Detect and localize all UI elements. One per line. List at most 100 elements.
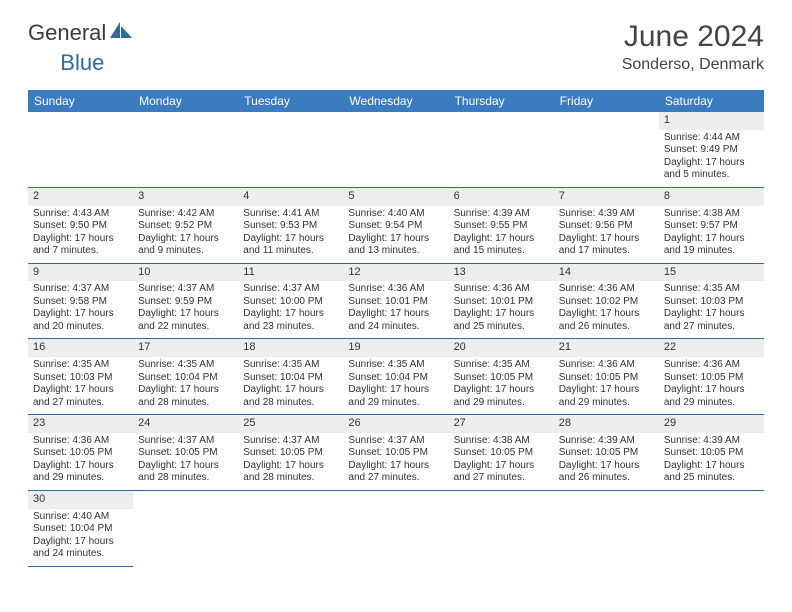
sunset-text: Sunset: 10:02 PM bbox=[559, 296, 654, 309]
sunrise-text: Sunrise: 4:35 AM bbox=[138, 359, 233, 372]
day-number: 14 bbox=[554, 264, 659, 282]
sunrise-text: Sunrise: 4:37 AM bbox=[33, 283, 128, 296]
calendar-cell: 20Sunrise: 4:35 AMSunset: 10:05 PMDaylig… bbox=[449, 339, 554, 415]
day-number: 28 bbox=[554, 415, 659, 433]
month-title: June 2024 bbox=[622, 20, 764, 54]
daylight-text: and 26 minutes. bbox=[559, 321, 654, 334]
calendar-cell bbox=[449, 112, 554, 187]
calendar-cell bbox=[133, 490, 238, 566]
daylight-text: and 25 minutes. bbox=[454, 321, 549, 334]
daylight-text: Daylight: 17 hours bbox=[454, 233, 549, 246]
calendar-cell: 15Sunrise: 4:35 AMSunset: 10:03 PMDaylig… bbox=[659, 263, 764, 339]
calendar-cell: 14Sunrise: 4:36 AMSunset: 10:02 PMDaylig… bbox=[554, 263, 659, 339]
calendar-cell: 21Sunrise: 4:36 AMSunset: 10:05 PMDaylig… bbox=[554, 339, 659, 415]
sunset-text: Sunset: 9:49 PM bbox=[664, 144, 759, 157]
calendar-cell: 4Sunrise: 4:41 AMSunset: 9:53 PMDaylight… bbox=[238, 187, 343, 263]
calendar-cell: 25Sunrise: 4:37 AMSunset: 10:05 PMDaylig… bbox=[238, 415, 343, 491]
brand-logo: General bbox=[28, 20, 134, 46]
day-header: Tuesday bbox=[238, 90, 343, 112]
sunrise-text: Sunrise: 4:39 AM bbox=[664, 435, 759, 448]
calendar-table: SundayMondayTuesdayWednesdayThursdayFrid… bbox=[28, 90, 764, 567]
calendar-week: 16 Sunrise: 4:35 AM Sunset: 10:03 PM Daylig… bbox=[28, 339, 764, 415]
calendar-cell: 8Sunrise: 4:38 AMSunset: 9:57 PMDaylight… bbox=[659, 187, 764, 263]
day-number: 13 bbox=[449, 264, 554, 282]
sunrise-text: Sunrise: 4:41 AM bbox=[243, 208, 338, 221]
calendar-cell: 1Sunrise: 4:44 AMSunset: 9:49 PMDaylight… bbox=[659, 112, 764, 187]
day-number: 7 bbox=[554, 188, 659, 206]
day-number: 21 bbox=[554, 339, 659, 357]
daylight-text: Daylight: 17 hours bbox=[138, 460, 233, 473]
daylight-text: Daylight: 17 hours bbox=[138, 233, 233, 246]
sunrise-text: Sunrise: 4:37 AM bbox=[243, 283, 338, 296]
day-number: 19 bbox=[343, 339, 448, 357]
calendar-cell: 3Sunrise: 4:42 AMSunset: 9:52 PMDaylight… bbox=[133, 187, 238, 263]
sunrise-text: Sunrise: 4:36 AM bbox=[664, 359, 759, 372]
calendar-cell: 27Sunrise: 4:38 AMSunset: 10:05 PMDaylig… bbox=[449, 415, 554, 491]
daylight-text: and 29 minutes. bbox=[559, 397, 654, 410]
calendar-cell: 12Sunrise: 4:36 AMSunset: 10:01 PMDaylig… bbox=[343, 263, 448, 339]
daylight-text: and 5 minutes. bbox=[664, 169, 759, 182]
daylight-text: and 24 minutes. bbox=[348, 321, 443, 334]
calendar-body: 1Sunrise: 4:44 AMSunset: 9:49 PMDaylight… bbox=[28, 112, 764, 566]
day-number: 9 bbox=[28, 264, 133, 282]
calendar-week: 2Sunrise: 4:43 AMSunset: 9:50 PMDaylight… bbox=[28, 187, 764, 263]
daylight-text: and 28 minutes. bbox=[138, 397, 233, 410]
daylight-text: Daylight: 17 hours bbox=[33, 536, 128, 549]
sunset-text: Sunset: 10:03 PM bbox=[33, 372, 128, 385]
day-number: 1 bbox=[659, 112, 764, 130]
sunrise-text: Sunrise: 4:39 AM bbox=[454, 208, 549, 221]
sunrise-text: Sunrise: 4:35 AM bbox=[454, 359, 549, 372]
daylight-text: and 11 minutes. bbox=[243, 245, 338, 258]
sunrise-text: Sunrise: 4:40 AM bbox=[33, 511, 128, 524]
day-number: 25 bbox=[238, 415, 343, 433]
sunrise-text: Sunrise: 4:42 AM bbox=[138, 208, 233, 221]
sunrise-text: Sunrise: 4:39 AM bbox=[559, 208, 654, 221]
daylight-text: and 17 minutes. bbox=[559, 245, 654, 258]
day-number: 30 bbox=[28, 491, 133, 509]
day-number: 5 bbox=[343, 188, 448, 206]
daylight-text: and 22 minutes. bbox=[138, 321, 233, 334]
calendar-cell: 30 Sunrise: 4:40 AMSunset: 10:04 PMDaylig… bbox=[28, 490, 133, 566]
daylight-text: Daylight: 17 hours bbox=[664, 157, 759, 170]
day-header: Saturday bbox=[659, 90, 764, 112]
daylight-text: and 15 minutes. bbox=[454, 245, 549, 258]
sunset-text: Sunset: 9:56 PM bbox=[559, 220, 654, 233]
calendar-week: 9Sunrise: 4:37 AMSunset: 9:58 PMDaylight… bbox=[28, 263, 764, 339]
daylight-text: and 29 minutes. bbox=[664, 397, 759, 410]
daylight-text: Daylight: 17 hours bbox=[454, 384, 549, 397]
day-number: 8 bbox=[659, 188, 764, 206]
calendar-cell: 5Sunrise: 4:40 AMSunset: 9:54 PMDaylight… bbox=[343, 187, 448, 263]
day-number: 15 bbox=[659, 264, 764, 282]
day-number: 16 bbox=[28, 339, 133, 357]
sunset-text: Sunset: 9:55 PM bbox=[454, 220, 549, 233]
day-number: 10 bbox=[133, 264, 238, 282]
calendar-cell: 2Sunrise: 4:43 AMSunset: 9:50 PMDaylight… bbox=[28, 187, 133, 263]
sunset-text: Sunset: 9:52 PM bbox=[138, 220, 233, 233]
daylight-text: Daylight: 17 hours bbox=[454, 308, 549, 321]
sunset-text: Sunset: 10:05 PM bbox=[454, 447, 549, 460]
daylight-text: and 13 minutes. bbox=[348, 245, 443, 258]
daylight-text: and 28 minutes. bbox=[243, 472, 338, 485]
daylight-text: and 25 minutes. bbox=[664, 472, 759, 485]
sunrise-text: Sunrise: 4:35 AM bbox=[664, 283, 759, 296]
daylight-text: and 29 minutes. bbox=[348, 397, 443, 410]
sunrise-text: Sunrise: 4:37 AM bbox=[138, 435, 233, 448]
daylight-text: Daylight: 17 hours bbox=[348, 233, 443, 246]
sunset-text: Sunset: 10:04 PM bbox=[33, 523, 128, 536]
daylight-text: and 20 minutes. bbox=[33, 321, 128, 334]
calendar-cell bbox=[343, 112, 448, 187]
daylight-text: Daylight: 17 hours bbox=[243, 460, 338, 473]
sunset-text: Sunset: 10:04 PM bbox=[348, 372, 443, 385]
calendar-cell bbox=[449, 490, 554, 566]
sunset-text: Sunset: 9:57 PM bbox=[664, 220, 759, 233]
day-header: Sunday bbox=[28, 90, 133, 112]
sunrise-text: Sunrise: 4:36 AM bbox=[348, 283, 443, 296]
sunrise-text: Sunrise: 4:43 AM bbox=[33, 208, 128, 221]
sunrise-text: Sunrise: 4:36 AM bbox=[33, 435, 128, 448]
day-number: 17 bbox=[133, 339, 238, 357]
daylight-text: and 23 minutes. bbox=[243, 321, 338, 334]
daylight-text: and 28 minutes. bbox=[138, 472, 233, 485]
calendar-cell: 13Sunrise: 4:36 AMSunset: 10:01 PMDaylig… bbox=[449, 263, 554, 339]
daylight-text: Daylight: 17 hours bbox=[33, 233, 128, 246]
sunrise-text: Sunrise: 4:35 AM bbox=[243, 359, 338, 372]
